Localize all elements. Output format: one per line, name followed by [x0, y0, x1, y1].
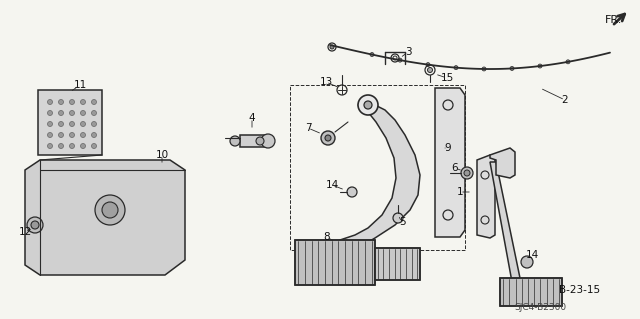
Circle shape [58, 144, 63, 149]
Text: 14: 14 [325, 180, 339, 190]
Polygon shape [335, 102, 420, 252]
Polygon shape [477, 155, 495, 238]
Bar [240, 135, 268, 147]
Polygon shape [435, 88, 465, 237]
Polygon shape [38, 90, 102, 155]
Text: 12: 12 [19, 227, 31, 237]
Text: 7: 7 [305, 123, 311, 133]
Circle shape [27, 217, 43, 233]
Circle shape [81, 110, 86, 115]
Polygon shape [295, 240, 375, 285]
Polygon shape [500, 278, 562, 306]
Text: 5: 5 [399, 217, 405, 227]
Circle shape [358, 95, 378, 115]
Text: 13: 13 [319, 77, 333, 87]
Circle shape [510, 66, 514, 70]
Polygon shape [25, 160, 185, 275]
Circle shape [81, 100, 86, 105]
Circle shape [521, 256, 533, 268]
Bar [290, 85, 465, 250]
Circle shape [70, 144, 74, 149]
Circle shape [47, 122, 52, 127]
Text: 3: 3 [404, 47, 412, 57]
Circle shape [92, 132, 97, 137]
Circle shape [58, 122, 63, 127]
Circle shape [347, 187, 357, 197]
Circle shape [58, 132, 63, 137]
Circle shape [47, 132, 52, 137]
Circle shape [81, 144, 86, 149]
Circle shape [426, 63, 430, 67]
Bar [295, 240, 375, 285]
Circle shape [95, 195, 125, 225]
Circle shape [70, 100, 74, 105]
Circle shape [256, 137, 264, 145]
Text: 9: 9 [445, 143, 451, 153]
Polygon shape [490, 162, 520, 282]
Text: SJC4-B2300: SJC4-B2300 [514, 303, 566, 313]
Circle shape [92, 110, 97, 115]
Text: 8: 8 [324, 232, 330, 242]
Circle shape [321, 131, 335, 145]
Circle shape [47, 144, 52, 149]
Text: 15: 15 [440, 73, 454, 83]
Text: 10: 10 [156, 150, 168, 160]
Text: FR.: FR. [605, 15, 622, 25]
Circle shape [92, 100, 97, 105]
Circle shape [325, 135, 331, 141]
Circle shape [261, 134, 275, 148]
Circle shape [92, 144, 97, 149]
Circle shape [81, 122, 86, 127]
Polygon shape [375, 248, 420, 280]
Circle shape [566, 60, 570, 64]
Text: 4: 4 [249, 113, 255, 123]
Bar [500, 278, 562, 306]
Circle shape [330, 45, 334, 49]
Circle shape [398, 58, 402, 62]
Circle shape [31, 221, 39, 229]
Circle shape [230, 136, 240, 146]
Circle shape [92, 122, 97, 127]
Circle shape [58, 100, 63, 105]
Circle shape [102, 202, 118, 218]
Circle shape [47, 110, 52, 115]
Circle shape [428, 68, 433, 72]
Circle shape [70, 110, 74, 115]
Circle shape [70, 122, 74, 127]
Text: 14: 14 [525, 250, 539, 260]
Text: 6: 6 [452, 163, 458, 173]
Circle shape [370, 53, 374, 56]
Circle shape [47, 100, 52, 105]
Polygon shape [490, 148, 515, 178]
Text: 11: 11 [74, 80, 86, 90]
Circle shape [482, 67, 486, 71]
Circle shape [364, 101, 372, 109]
Text: B-23-15: B-23-15 [559, 285, 600, 295]
Circle shape [464, 170, 470, 176]
Text: 1: 1 [457, 187, 463, 197]
Circle shape [70, 132, 74, 137]
Text: 2: 2 [562, 95, 568, 105]
Bar [375, 248, 420, 280]
Circle shape [538, 64, 542, 68]
Circle shape [461, 167, 473, 179]
Circle shape [393, 213, 403, 223]
Circle shape [454, 66, 458, 70]
Circle shape [81, 132, 86, 137]
Circle shape [58, 110, 63, 115]
